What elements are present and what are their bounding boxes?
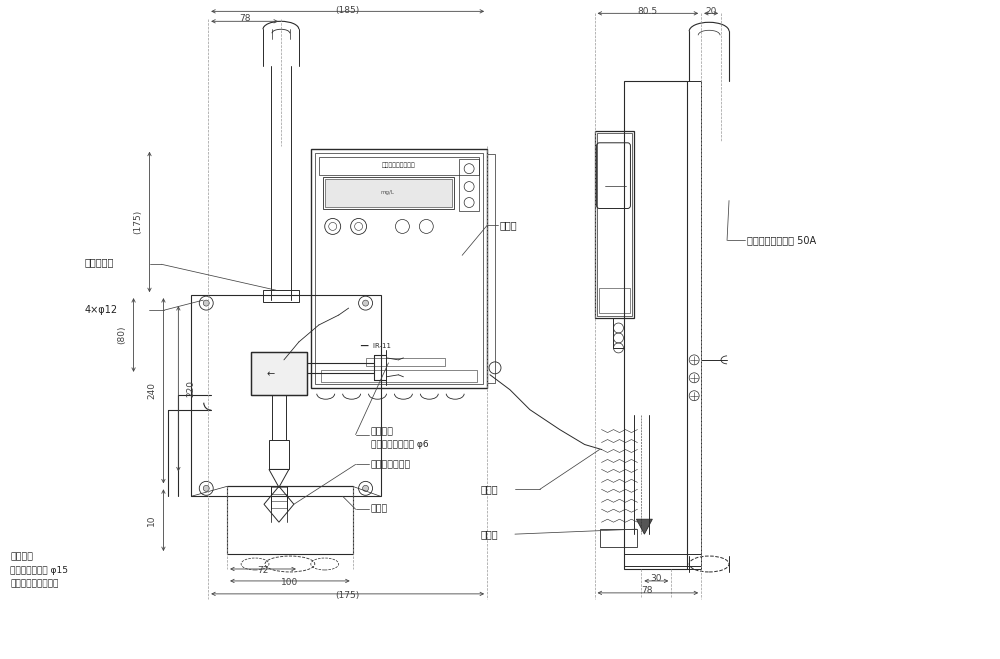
Text: (185): (185) [336, 6, 360, 15]
Bar [269, 440, 289, 469]
Text: モニタ: モニタ [500, 221, 518, 231]
Bar [325, 179, 452, 206]
Text: センサ: センサ [480, 484, 498, 494]
Text: 78: 78 [642, 587, 653, 595]
Bar [321, 370, 477, 382]
Text: 220: 220 [187, 380, 196, 397]
Text: 検水調整槽: 検水調整槽 [85, 257, 114, 268]
Text: (80): (80) [117, 326, 126, 344]
Text: ←: ← [267, 369, 275, 379]
Text: 20: 20 [705, 7, 717, 16]
Text: 適合ホース内径 φ15: 適合ホース内径 φ15 [10, 567, 68, 575]
Bar [191, 295, 381, 496]
Bar [599, 288, 630, 313]
Text: （大気開放のこと）: （大気開放のこと） [10, 579, 58, 588]
Text: ━━  IR-11: ━━ IR-11 [361, 343, 392, 349]
Text: 検水出口: 検水出口 [10, 552, 33, 561]
FancyBboxPatch shape [597, 143, 630, 208]
Text: 30: 30 [651, 575, 662, 583]
Text: 100: 100 [281, 579, 299, 587]
Text: 72: 72 [257, 567, 269, 575]
Text: mg/L: mg/L [380, 190, 394, 195]
Text: 適合パイプサイズ 50A: 適合パイプサイズ 50A [747, 235, 816, 245]
Bar [319, 157, 479, 175]
Polygon shape [636, 519, 652, 534]
Bar [366, 358, 445, 366]
Bar [459, 159, 479, 210]
Text: (175): (175) [133, 210, 142, 234]
Circle shape [203, 300, 209, 306]
Text: 測定槽: 測定槽 [371, 505, 388, 514]
Circle shape [355, 223, 363, 231]
Text: 適合チューブ外径 φ6: 適合チューブ外径 φ6 [371, 440, 428, 449]
Bar [227, 486, 353, 554]
Bar [595, 131, 634, 318]
Bar [251, 352, 307, 395]
Bar [263, 290, 299, 302]
Bar [311, 149, 487, 387]
Circle shape [329, 223, 337, 231]
Text: 流量調整バルブ: 流量調整バルブ [371, 460, 411, 469]
Bar [315, 153, 483, 384]
Text: (175): (175) [336, 591, 360, 600]
Bar [597, 133, 632, 316]
Text: 4×φ12: 4×φ12 [85, 305, 118, 315]
Bar [613, 318, 624, 348]
Bar [687, 81, 701, 569]
Bar [624, 81, 687, 569]
Circle shape [203, 485, 209, 492]
Bar [600, 529, 637, 547]
Bar [251, 352, 307, 395]
Text: 240: 240 [147, 382, 156, 399]
Text: 80.5: 80.5 [637, 7, 657, 16]
Circle shape [363, 300, 369, 306]
Bar [323, 177, 454, 208]
Text: 無問題残留塩素計器: 無問題残留塩素計器 [382, 163, 416, 169]
Text: 78: 78 [239, 14, 251, 23]
Text: 検水入口: 検水入口 [371, 427, 394, 436]
Circle shape [363, 485, 369, 492]
Bar [487, 154, 495, 383]
Text: ビーズ: ビーズ [480, 529, 498, 539]
Text: 10: 10 [147, 515, 156, 526]
Bar [624, 554, 701, 566]
